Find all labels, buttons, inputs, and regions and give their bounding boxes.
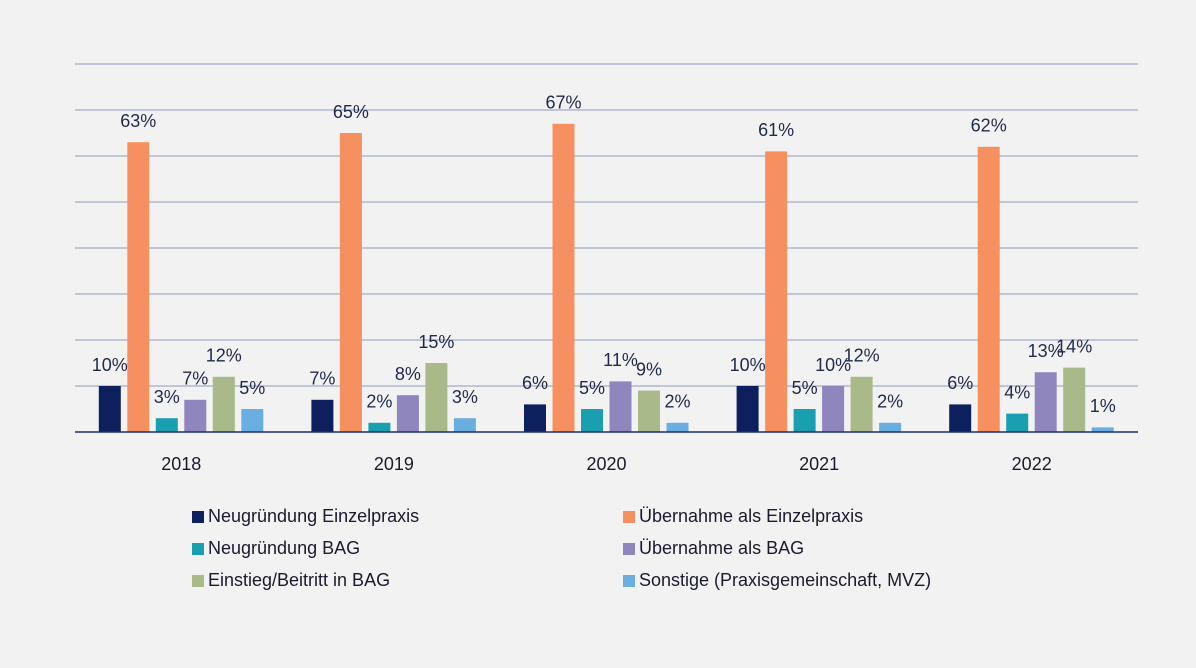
legend-swatch: [623, 511, 635, 523]
data-label: 2%: [877, 392, 903, 412]
legend-swatch: [623, 543, 635, 555]
bar: [1034, 372, 1057, 432]
bar: [98, 386, 121, 432]
legend-label: Sonstige (Praxisgemeinschaft, MVZ): [639, 570, 931, 590]
bar: [736, 386, 759, 432]
bar: [155, 418, 178, 432]
bar: [396, 395, 419, 432]
bar: [453, 418, 476, 432]
legend-swatch: [623, 575, 635, 587]
bar: [241, 409, 264, 432]
bar: [822, 386, 845, 432]
data-label: 2%: [664, 392, 690, 412]
bar: [609, 381, 632, 432]
data-label: 5%: [792, 378, 818, 398]
x-tick-label: 2021: [799, 454, 839, 474]
bar: [977, 146, 1000, 433]
data-label: 5%: [579, 378, 605, 398]
x-tick-label: 2020: [586, 454, 626, 474]
legend-label: Neugründung BAG: [208, 538, 360, 558]
data-label: 14%: [1056, 336, 1092, 356]
data-label: 6%: [522, 373, 548, 393]
data-label: 12%: [206, 346, 242, 366]
bar: [765, 151, 788, 432]
legend-label: Einstieg/Beitritt in BAG: [208, 570, 390, 590]
legend-swatch: [192, 575, 204, 587]
data-label: 63%: [120, 111, 156, 131]
bar: [581, 409, 603, 432]
data-label: 10%: [815, 355, 851, 375]
bar: [311, 399, 334, 432]
data-label: 67%: [545, 93, 581, 113]
data-label: 65%: [333, 102, 369, 122]
data-label: 2%: [366, 392, 392, 412]
data-label: 4%: [1004, 382, 1030, 402]
data-label: 9%: [636, 359, 662, 379]
x-tick-label: 2019: [374, 454, 414, 474]
data-label: 61%: [758, 120, 794, 140]
data-label: 62%: [971, 116, 1007, 136]
bar: [127, 142, 150, 432]
data-label: 8%: [395, 364, 421, 384]
bar: [425, 363, 448, 432]
data-label: 11%: [603, 350, 638, 370]
bar: [1063, 367, 1086, 432]
bar: [666, 422, 689, 432]
bar: [850, 376, 873, 432]
bar: [339, 133, 362, 432]
bar: [638, 390, 660, 432]
data-label: 10%: [92, 355, 128, 375]
legend-label: Übernahme als BAG: [639, 538, 804, 558]
bar: [793, 409, 816, 432]
bar: [879, 422, 902, 432]
data-label: 7%: [309, 369, 335, 389]
bar: [524, 404, 546, 432]
data-label: 1%: [1090, 396, 1116, 416]
data-label: 6%: [947, 373, 973, 393]
legend-label: Neugründung Einzelpraxis: [208, 506, 419, 526]
data-label: 10%: [730, 355, 766, 375]
bar: [552, 123, 575, 433]
x-tick-label: 2022: [1012, 454, 1052, 474]
data-label: 13%: [1028, 341, 1064, 361]
data-label: 3%: [452, 387, 478, 407]
bar: [212, 376, 235, 432]
data-label: 5%: [239, 378, 265, 398]
legend-swatch: [192, 511, 204, 523]
data-label: 15%: [418, 332, 454, 352]
bar: [1006, 413, 1029, 432]
bar: [1091, 427, 1114, 432]
legend-label: Übernahme als Einzelpraxis: [639, 506, 863, 526]
data-label: 3%: [154, 387, 180, 407]
bar: [949, 404, 972, 432]
bar: [184, 399, 207, 432]
x-tick-label: 2018: [161, 454, 201, 474]
bar: [368, 422, 391, 432]
data-label: 12%: [844, 346, 880, 366]
data-label: 7%: [182, 369, 208, 389]
legend-swatch: [192, 543, 204, 555]
